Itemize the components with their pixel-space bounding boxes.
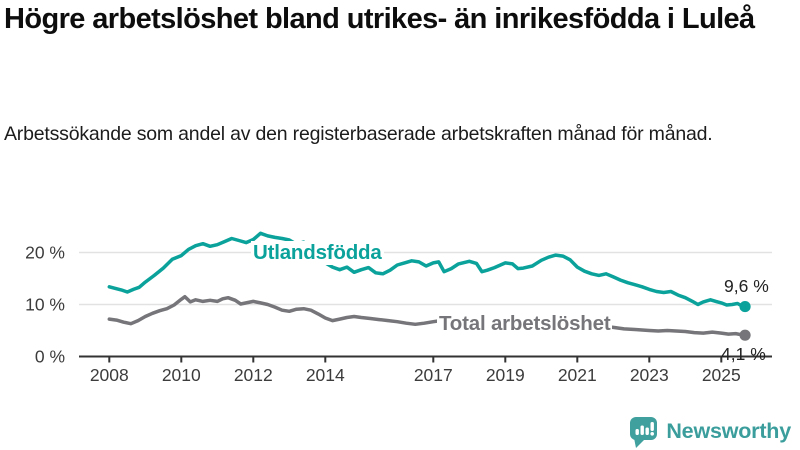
x-axis-tick-label: 2012 — [234, 365, 273, 385]
chart-subtitle: Arbetssökande som andel av den registerb… — [4, 123, 713, 145]
y-axis-tick-label: 10 % — [25, 295, 65, 315]
x-axis-tick-label: 2010 — [162, 365, 201, 385]
end-value-label-utlandsfodda: 9,6 % — [724, 276, 769, 296]
x-axis-tick-label: 2017 — [414, 365, 453, 385]
series-label-utlandsfodda: Utlandsfödda — [251, 241, 384, 265]
series-line-1 — [107, 294, 747, 337]
x-axis-tick-label: 2023 — [630, 365, 669, 385]
x-axis-tick-label: 2019 — [486, 365, 525, 385]
page-title: Högre arbetslöshet bland utrikes- än inr… — [4, 3, 755, 35]
newsworthy-wordmark: Newsworthy — [666, 418, 791, 443]
newsworthy-bubble-chart-icon — [630, 417, 658, 448]
newsworthy-logo[interactable]: Newsworthy — [629, 412, 791, 450]
end-value-label-total: 4,1 % — [721, 344, 766, 364]
y-axis-tick-label: 0 % — [35, 347, 65, 367]
x-axis-tick-label: 2021 — [558, 365, 597, 385]
x-axis-tick-label: 2025 — [702, 365, 741, 385]
series-end-dot-1 — [739, 329, 751, 341]
x-axis-tick-label: 2014 — [306, 365, 345, 385]
x-axis-tick-label: 2008 — [90, 365, 129, 385]
y-axis-tick-label: 20 % — [25, 243, 65, 263]
series-line-0 — [107, 231, 747, 309]
series-label-total-arbetsloshet: Total arbetslöshet — [437, 312, 613, 336]
series-end-dot-0 — [739, 300, 751, 313]
